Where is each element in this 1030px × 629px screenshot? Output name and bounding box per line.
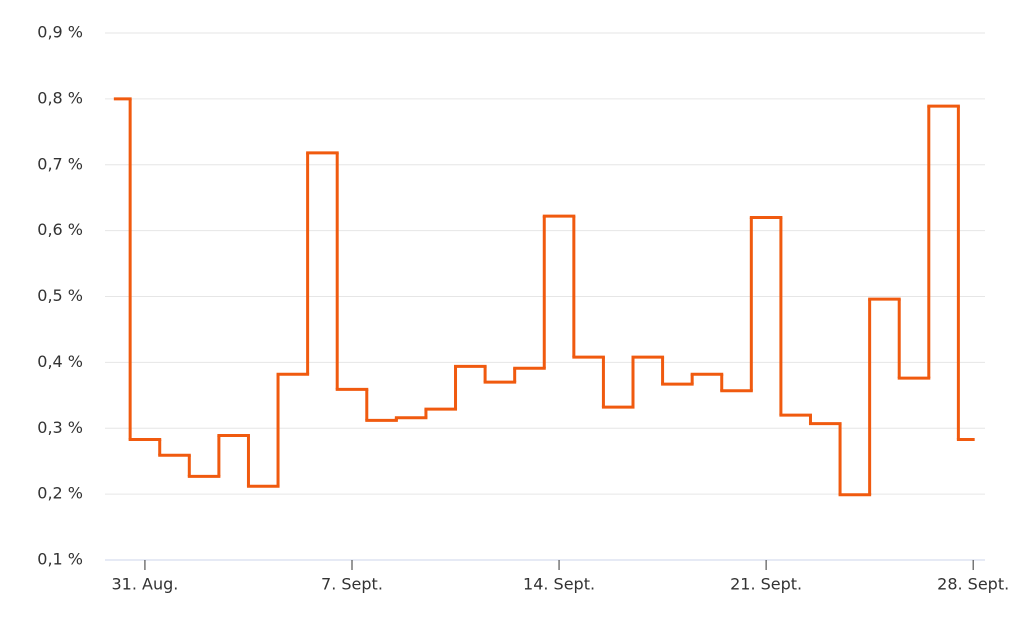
y-tick-label: 0,6 % xyxy=(37,220,83,239)
x-tick-label: 31. Aug. xyxy=(112,575,179,594)
x-tick-label: 21. Sept. xyxy=(730,575,802,594)
x-tick-label: 7. Sept. xyxy=(321,575,383,594)
y-tick-label: 0,2 % xyxy=(37,484,83,503)
y-tick-label: 0,7 % xyxy=(37,154,83,173)
y-tick-label: 0,8 % xyxy=(37,88,83,107)
y-tick-label: 0,5 % xyxy=(37,286,83,305)
x-tick-label: 14. Sept. xyxy=(523,575,595,594)
y-tick-label: 0,3 % xyxy=(37,418,83,437)
y-tick-label: 0,1 % xyxy=(37,550,83,569)
y-tick-label: 0,9 % xyxy=(37,23,83,42)
y-tick-label: 0,4 % xyxy=(37,352,83,371)
x-tick-label: 28. Sept. xyxy=(937,575,1009,594)
